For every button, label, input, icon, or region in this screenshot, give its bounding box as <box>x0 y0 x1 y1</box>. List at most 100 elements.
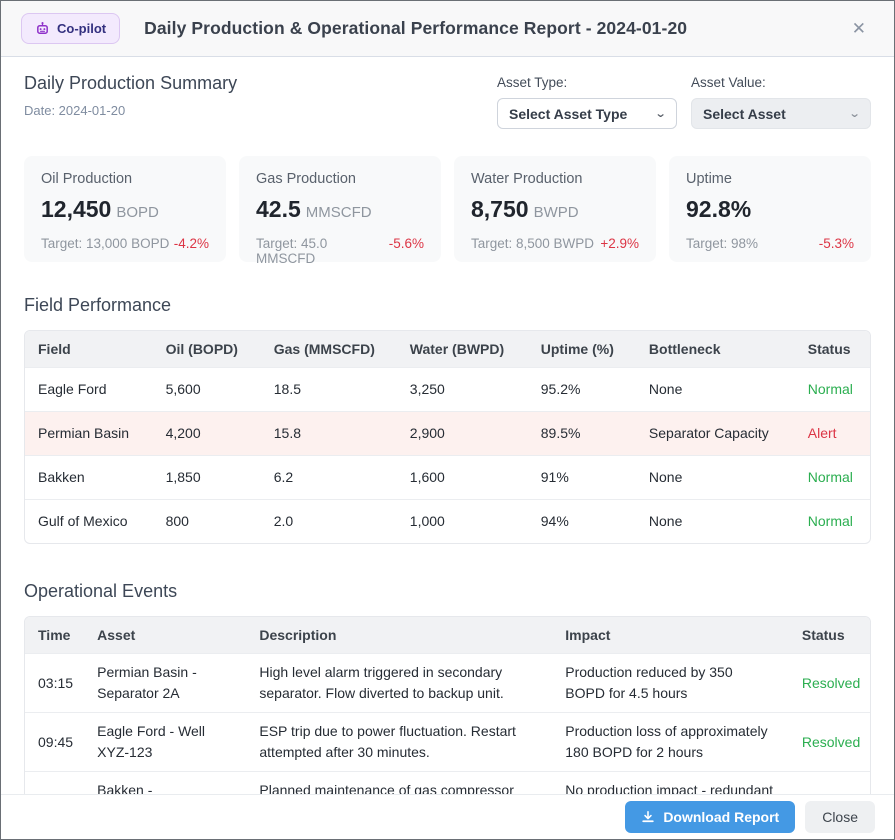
modal-body: Daily Production Summary Date: 2024-01-2… <box>1 57 894 831</box>
cell-oil: 800 <box>152 499 261 543</box>
kpi-delta: -5.6% <box>388 236 424 251</box>
asset-value-select-value: Select Asset <box>703 105 786 122</box>
kpi-unit: BWPD <box>533 204 579 221</box>
cell-impact: Production loss of approximately 180 BOP… <box>552 712 789 772</box>
kpi-unit: BOPD <box>116 204 159 221</box>
cell-description: ESP trip due to power fluctuation. Resta… <box>246 712 553 772</box>
chevron-down-icon: ⌄ <box>848 108 861 120</box>
asset-value-filter: Asset Value: Select Asset ⌄ <box>691 75 871 129</box>
cell-oil: 1,850 <box>152 455 261 500</box>
download-report-label: Download Report <box>663 809 780 825</box>
field-performance-table: Field Oil (BOPD) Gas (MMSCFD) Water (BWP… <box>24 330 871 544</box>
table-row: Bakken 1,850 6.2 1,600 91% None Normal <box>25 455 870 500</box>
column-header: Bottleneck <box>635 331 795 368</box>
kpi-value: 92.8% <box>686 196 752 222</box>
cell-uptime: 95.2% <box>527 367 636 412</box>
column-header: Impact <box>552 617 789 654</box>
cell-field: Bakken <box>25 455 153 500</box>
kpi-value: 42.5 <box>256 196 301 222</box>
cell-water: 3,250 <box>396 367 528 412</box>
download-icon <box>641 810 655 824</box>
kpi-target: Target: 13,000 BOPD <box>41 236 170 251</box>
column-header: Time <box>25 617 85 654</box>
cell-gas: 18.5 <box>260 367 397 412</box>
asset-type-select-value: Select Asset Type <box>509 105 628 122</box>
status-badge: Normal <box>794 455 870 500</box>
asset-type-label: Asset Type: <box>497 75 568 90</box>
kpi-target: Target: 98% <box>686 236 759 251</box>
column-header: Asset <box>84 617 247 654</box>
field-performance-heading: Field Performance <box>24 295 172 315</box>
status-badge: Normal <box>794 499 870 543</box>
kpi-title: Water Production <box>471 171 583 187</box>
table-row: Eagle Ford 5,600 18.5 3,250 95.2% None N… <box>25 367 870 412</box>
close-icon[interactable]: ✕ <box>851 19 866 38</box>
summary-heading-block: Daily Production Summary Date: 2024-01-2… <box>24 73 237 118</box>
cell-description: High level alarm triggered in secondary … <box>246 653 553 713</box>
cell-bottleneck: None <box>635 367 795 412</box>
table-row: 03:15 Permian Basin - Separator 2A High … <box>25 653 870 713</box>
kpi-target: Target: 8,500 BWPD <box>471 236 595 251</box>
cell-bottleneck: Separator Capacity <box>635 411 795 456</box>
cell-bottleneck: None <box>635 455 795 500</box>
kpi-delta: +2.9% <box>600 236 639 251</box>
cell-uptime: 91% <box>527 455 636 500</box>
modal-title: Daily Production & Operational Performan… <box>144 18 688 38</box>
cell-impact: Production reduced by 350 BOPD for 4.5 h… <box>552 653 789 713</box>
table-header-row: Time Asset Description Impact Status <box>25 617 870 654</box>
kpi-title: Oil Production <box>41 171 133 187</box>
kpi-title: Uptime <box>686 171 732 187</box>
column-header: Description <box>246 617 553 654</box>
column-header: Status <box>794 331 870 368</box>
cell-bottleneck: None <box>635 499 795 543</box>
kpi-cards: Oil Production 12,450 BOPD Target: 13,000… <box>24 156 871 266</box>
column-header: Water (BWPD) <box>396 331 528 368</box>
column-header: Status <box>788 617 870 654</box>
cell-uptime: 94% <box>527 499 636 543</box>
copilot-badge[interactable]: Co-pilot <box>21 13 121 44</box>
cell-asset: Permian Basin - Separator 2A <box>84 653 247 713</box>
kpi-card-oil: Oil Production 12,450 BOPD Target: 13,000… <box>24 156 226 262</box>
asset-type-select[interactable]: Select Asset Type ⌄ <box>497 98 677 129</box>
close-button[interactable]: Close <box>805 801 875 833</box>
table-row: Gulf of Mexico 800 2.0 1,000 94% None No… <box>25 499 870 543</box>
cell-time: 03:15 <box>25 653 85 713</box>
cell-gas: 15.8 <box>260 411 397 456</box>
cell-asset: Eagle Ford - Well XYZ-123 <box>84 712 247 772</box>
asset-value-select[interactable]: Select Asset ⌄ <box>691 98 871 129</box>
status-badge: Resolved <box>788 653 870 713</box>
column-header: Oil (BOPD) <box>152 331 261 368</box>
cell-field: Gulf of Mexico <box>25 499 153 543</box>
cell-time: 09:45 <box>25 712 85 772</box>
kpi-value: 8,750 <box>471 196 529 222</box>
kpi-card-uptime: Uptime 92.8% Target: 98% -5.3% <box>669 156 871 262</box>
download-report-button[interactable]: Download Report <box>625 801 796 833</box>
status-badge: Alert <box>794 411 870 456</box>
cell-water: 2,900 <box>396 411 528 456</box>
kpi-delta: -4.2% <box>173 236 209 251</box>
kpi-card-gas: Gas Production 42.5 MMSCFD Target: 45.0 M… <box>239 156 441 266</box>
cell-field: Eagle Ford <box>25 367 153 412</box>
status-badge: Normal <box>794 367 870 412</box>
kpi-delta: -5.3% <box>818 236 854 251</box>
column-header: Uptime (%) <box>527 331 636 368</box>
kpi-target: Target: 45.0 MMSCFD <box>256 236 328 266</box>
filters: Asset Type: Select Asset Type ⌄ Asset Va… <box>497 75 871 129</box>
modal-footer: Download Report Close <box>1 794 894 839</box>
cell-gas: 2.0 <box>260 499 397 543</box>
modal-header: Co-pilot Daily Production & Operational … <box>1 1 894 57</box>
operational-events-heading: Operational Events <box>24 581 178 601</box>
summary-heading: Daily Production Summary <box>24 73 238 93</box>
operational-events-table: Time Asset Description Impact Status 03:… <box>24 616 871 831</box>
asset-type-filter: Asset Type: Select Asset Type ⌄ <box>497 75 677 129</box>
kpi-title: Gas Production <box>256 171 356 187</box>
table-header-row: Field Oil (BOPD) Gas (MMSCFD) Water (BWP… <box>25 331 870 368</box>
column-header: Field <box>25 331 153 368</box>
kpi-unit: MMSCFD <box>305 204 372 221</box>
report-date: Date: 2024-01-20 <box>24 103 126 118</box>
table-row: 09:45 Eagle Ford - Well XYZ-123 ESP trip… <box>25 712 870 772</box>
cell-gas: 6.2 <box>260 455 397 500</box>
cell-oil: 4,200 <box>152 411 261 456</box>
cell-oil: 5,600 <box>152 367 261 412</box>
cell-water: 1,000 <box>396 499 528 543</box>
